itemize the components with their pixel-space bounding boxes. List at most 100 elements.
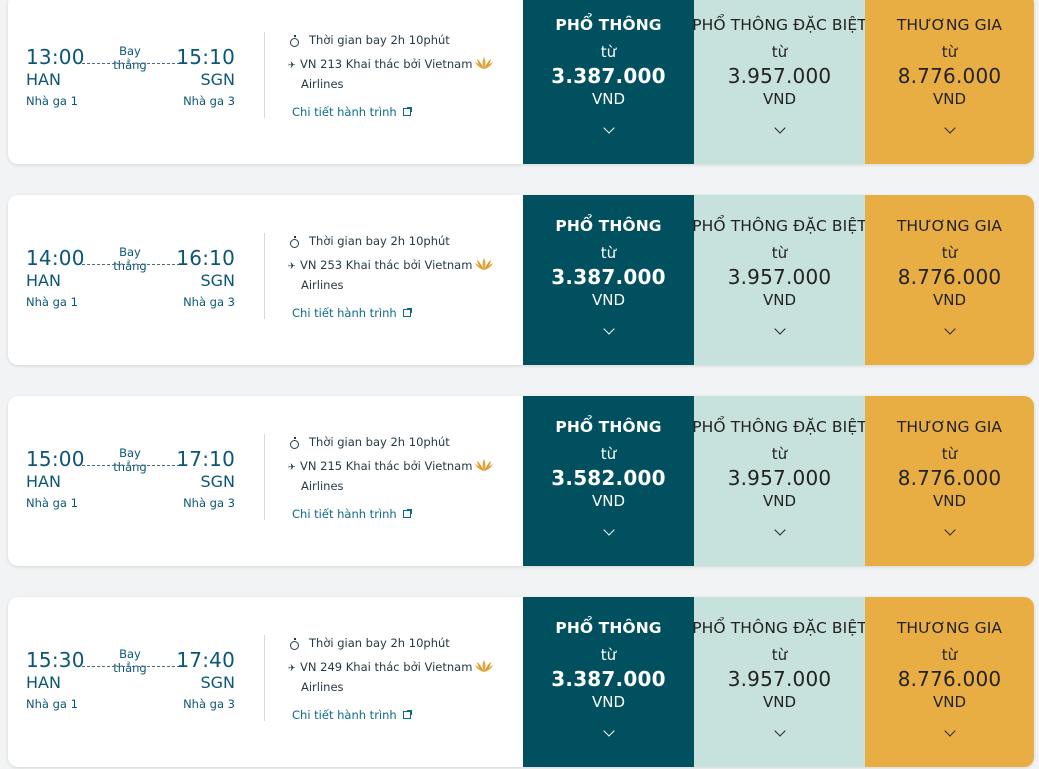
fare-business-button[interactable]: THƯƠNG GIA từ 8.776.000 VND: [865, 396, 1034, 566]
fare-from-label: từ: [941, 646, 958, 664]
arrival-airport-code: SGN: [200, 271, 235, 290]
fare-economy-price: 3.387.000: [551, 667, 666, 691]
duration-text: Thời gian bay 2h 10phút: [309, 33, 450, 47]
fare-business-button[interactable]: THƯƠNG GIA từ 8.776.000 VND: [865, 597, 1034, 767]
divider: [264, 434, 265, 520]
itinerary-detail-link[interactable]: Chi tiết hành trình: [292, 306, 412, 320]
external-link-icon: [402, 308, 412, 317]
departure-terminal: Nhà ga 1: [26, 94, 78, 108]
fare-currency: VND: [762, 492, 797, 510]
flight-number-info: ✈ VN 213 Khai thác bởi Vietnam Airlines: [288, 55, 508, 93]
fare-from-label: từ: [600, 43, 617, 61]
operated-by-line1: Khai thác bởi Vietnam: [345, 57, 473, 71]
fare-currency: VND: [762, 693, 797, 711]
fare-deluxe-name: PHỔ THÔNG ĐẶC BIỆT: [692, 16, 867, 34]
flight-info: 15:00 Bay thẳng 17:10 HAN SGN Nhà ga 1 N…: [8, 396, 523, 566]
departure-time: 15:30: [26, 648, 85, 672]
flight-number: VN 249: [300, 660, 343, 674]
external-link-icon: [402, 107, 412, 116]
fare-from-label: từ: [771, 445, 788, 463]
fare-business-price: 8.776.000: [897, 466, 1002, 490]
flight-duration: Thời gian bay 2h 10phút: [290, 234, 450, 248]
itinerary-detail-link[interactable]: Chi tiết hành trình: [292, 507, 412, 521]
operated-by-line2: Airlines: [301, 77, 344, 91]
departure-time: 13:00: [26, 45, 85, 69]
arrival-terminal: Nhà ga 3: [183, 94, 235, 108]
fare-economy-name: PHỔ THÔNG: [555, 418, 662, 436]
chevron-down-icon: [943, 524, 956, 536]
divider: [264, 32, 265, 118]
fare-business-name: THƯƠNG GIA: [896, 619, 1003, 637]
fare-deluxe-price: 3.957.000: [727, 466, 832, 490]
fare-deluxe-button[interactable]: PHỔ THÔNG ĐẶC BIỆT từ 3.957.000 VND: [692, 597, 867, 767]
external-link-icon: [402, 509, 412, 518]
chevron-down-icon: [773, 725, 786, 737]
chevron-down-icon: [773, 524, 786, 536]
fare-deluxe-button[interactable]: PHỔ THÔNG ĐẶC BIỆT từ 3.957.000 VND: [692, 195, 867, 365]
arrival-terminal: Nhà ga 3: [183, 496, 235, 510]
fare-economy-button[interactable]: PHỔ THÔNG từ 3.387.000 VND: [523, 195, 694, 365]
fare-economy-name: PHỔ THÔNG: [555, 16, 662, 34]
departure-time: 14:00: [26, 246, 85, 270]
fare-economy-button[interactable]: PHỔ THÔNG từ 3.582.000 VND: [523, 396, 694, 566]
fare-from-label: từ: [941, 244, 958, 262]
route-line: [82, 465, 180, 466]
fare-deluxe-price: 3.957.000: [727, 64, 832, 88]
itinerary-detail-label: Chi tiết hành trình: [292, 306, 397, 320]
fare-business-name: THƯƠNG GIA: [896, 16, 1003, 34]
fare-business-button[interactable]: THƯƠNG GIA từ 8.776.000 VND: [865, 0, 1034, 164]
fare-deluxe-button[interactable]: PHỔ THÔNG ĐẶC BIỆT từ 3.957.000 VND: [692, 0, 867, 164]
airplane-icon: ✈: [288, 664, 296, 674]
arrival-terminal: Nhà ga 3: [183, 697, 235, 711]
fare-currency: VND: [932, 291, 967, 309]
lotus-logo-icon: [475, 459, 493, 471]
departure-terminal: Nhà ga 1: [26, 697, 78, 711]
fare-economy-name: PHỔ THÔNG: [555, 619, 662, 637]
fare-economy-price: 3.387.000: [551, 64, 666, 88]
chevron-down-icon: [773, 122, 786, 134]
fare-deluxe-name: PHỔ THÔNG ĐẶC BIỆT: [692, 619, 867, 637]
fare-currency: VND: [591, 291, 626, 309]
divider: [264, 233, 265, 319]
flight-card: 14:00 Bay thẳng 16:10 HAN SGN Nhà ga 1 N…: [8, 195, 1034, 365]
fare-economy-button[interactable]: PHỔ THÔNG từ 3.387.000 VND: [523, 597, 694, 767]
itinerary-detail-label: Chi tiết hành trình: [292, 507, 397, 521]
arrival-airport-code: SGN: [200, 472, 235, 491]
itinerary-detail-label: Chi tiết hành trình: [292, 708, 397, 722]
fare-currency: VND: [591, 693, 626, 711]
itinerary-detail-label: Chi tiết hành trình: [292, 105, 397, 119]
fare-deluxe-name: PHỔ THÔNG ĐẶC BIỆT: [692, 217, 867, 235]
flight-info: 14:00 Bay thẳng 16:10 HAN SGN Nhà ga 1 N…: [8, 195, 523, 365]
duration-text: Thời gian bay 2h 10phút: [309, 234, 450, 248]
departure-terminal: Nhà ga 1: [26, 496, 78, 510]
fare-deluxe-button[interactable]: PHỔ THÔNG ĐẶC BIỆT từ 3.957.000 VND: [692, 396, 867, 566]
chevron-down-icon: [773, 323, 786, 335]
arrival-time: 17:10: [176, 447, 235, 471]
chevron-down-icon: [943, 323, 956, 335]
fare-economy-button[interactable]: PHỔ THÔNG từ 3.387.000 VND: [523, 0, 694, 164]
fare-from-label: từ: [941, 445, 958, 463]
fare-business-button[interactable]: THƯƠNG GIA từ 8.776.000 VND: [865, 195, 1034, 365]
departure-terminal: Nhà ga 1: [26, 295, 78, 309]
fare-currency: VND: [591, 90, 626, 108]
fare-business-price: 8.776.000: [897, 265, 1002, 289]
fare-from-label: từ: [600, 244, 617, 262]
flight-card: 15:00 Bay thẳng 17:10 HAN SGN Nhà ga 1 N…: [8, 396, 1034, 566]
divider: [264, 635, 265, 721]
duration-text: Thời gian bay 2h 10phút: [309, 636, 450, 650]
arrival-time: 16:10: [176, 246, 235, 270]
operated-by-line1: Khai thác bởi Vietnam: [345, 459, 473, 473]
arrival-airport-code: SGN: [200, 70, 235, 89]
route-line: [82, 666, 180, 667]
duration-text: Thời gian bay 2h 10phút: [309, 435, 450, 449]
flight-number-info: ✈ VN 215 Khai thác bởi Vietnam Airlines: [288, 457, 508, 495]
stopwatch-icon: [290, 637, 299, 650]
chevron-down-icon: [602, 725, 615, 737]
fare-from-label: từ: [771, 244, 788, 262]
lotus-logo-icon: [475, 258, 493, 270]
operated-by-line1: Khai thác bởi Vietnam: [345, 660, 473, 674]
flight-duration: Thời gian bay 2h 10phút: [290, 435, 450, 449]
chevron-down-icon: [602, 323, 615, 335]
itinerary-detail-link[interactable]: Chi tiết hành trình: [292, 105, 412, 119]
itinerary-detail-link[interactable]: Chi tiết hành trình: [292, 708, 412, 722]
